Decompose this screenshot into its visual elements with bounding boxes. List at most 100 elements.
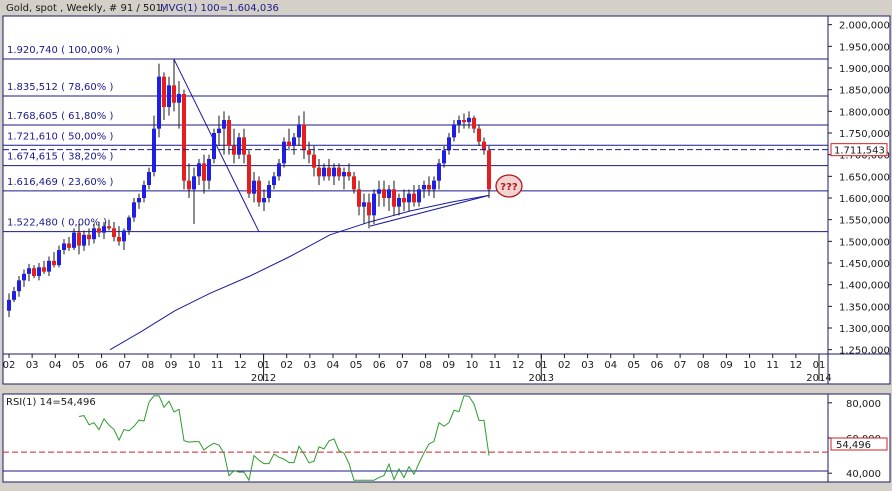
candle-body (287, 141, 291, 146)
candle-body (197, 163, 201, 177)
candle-body (37, 267, 41, 276)
candle-body (277, 163, 281, 177)
time-tick-label: 12 (234, 360, 247, 371)
time-tick-label: 03 (26, 360, 39, 371)
price-tick-label: 1.250,000 (839, 346, 890, 357)
time-tick-label: 07 (118, 360, 131, 371)
candle-body (182, 94, 186, 181)
rsi-value-label: 54,496 (836, 440, 871, 451)
time-tick-label: 05 (72, 360, 85, 371)
candle-body (457, 120, 461, 125)
candle-body (267, 185, 271, 198)
rsi-tick-label: 80,000 (846, 399, 881, 410)
candle-body (402, 198, 406, 203)
time-tick-label: 09 (442, 360, 455, 371)
price-tick-label: 2.000,000 (839, 21, 890, 32)
candle-body (137, 198, 141, 203)
candle-body (262, 198, 266, 203)
price-tick-label: 1.350,000 (839, 302, 890, 313)
instrument-title: Gold, spot , Weekly, # 91 / 501, (6, 3, 165, 14)
time-tick-label: 04 (327, 360, 340, 371)
candle-body (362, 202, 366, 207)
candle-body (142, 185, 146, 198)
price-tick-label: 1.900,000 (839, 64, 890, 75)
price-tick-label: 1.300,000 (839, 324, 890, 335)
candle-body (107, 226, 111, 229)
candle-body (52, 260, 56, 266)
candle-body (382, 189, 386, 198)
candle-body (487, 150, 491, 190)
price-tick-label: 1.800,000 (839, 107, 890, 118)
time-tick-label: 08 (141, 360, 154, 371)
candle-body (207, 159, 211, 181)
candle-body (102, 226, 106, 233)
rsi-plot-area[interactable] (2, 393, 829, 483)
candle-body (347, 172, 351, 177)
question-marker[interactable] (495, 174, 523, 198)
candle-body (427, 185, 431, 190)
candle-body (47, 260, 51, 272)
candle-body (112, 228, 116, 237)
candle-body (462, 120, 466, 123)
time-tick-label: 09 (165, 360, 178, 371)
candle-body (307, 150, 311, 155)
price-tick-label: 1.850,000 (839, 86, 890, 97)
rsi-line (78, 395, 490, 482)
candle-body (442, 150, 446, 164)
candle-body (222, 120, 226, 129)
candle-body (372, 193, 376, 216)
candle-body (77, 232, 81, 246)
candle-body (302, 124, 306, 151)
time-tick-label: 08 (697, 360, 710, 371)
candle-body (127, 217, 131, 231)
rsi-title: RSI(1) 14=54,496 (6, 397, 96, 408)
price-tick-label: 1.700,000 (839, 151, 890, 162)
fib-level-label: 1.721,610 ( 50,00% ) (7, 131, 113, 142)
candle-body (312, 154, 316, 168)
candle-body (167, 85, 171, 107)
trend-line (173, 59, 260, 233)
fib-level-label: 1.835,512 ( 78,60% ) (7, 82, 113, 93)
candle-body (297, 124, 301, 138)
time-tick-label: 02 (3, 360, 16, 371)
candle-body (82, 234, 86, 246)
candle-body (432, 180, 436, 190)
trend-lines (173, 59, 490, 233)
candle-body (337, 167, 341, 177)
candle-body (172, 85, 176, 103)
axis-corner (827, 353, 891, 385)
candle-body (447, 137, 451, 151)
time-axis[interactable] (2, 353, 829, 385)
candle-body (322, 167, 326, 177)
time-tick-label: 08 (419, 360, 432, 371)
candle-body (62, 243, 66, 250)
candle-body (252, 180, 256, 194)
candle-body (12, 291, 16, 300)
price-tick-label: 1.550,000 (839, 216, 890, 227)
price-tick-label: 1.650,000 (839, 172, 890, 183)
candle-body (162, 76, 166, 107)
candle-body (417, 189, 421, 203)
candle-body (67, 243, 71, 248)
candle-body (192, 176, 196, 190)
indicator-title: MVG(1) 100=1.604,036 (160, 3, 279, 14)
price-axis[interactable] (827, 15, 891, 355)
candle-body (157, 76, 161, 129)
moving-average-line (109, 194, 490, 351)
candle-body (407, 193, 411, 203)
candle-body (177, 94, 181, 103)
main-plot-area[interactable] (2, 15, 829, 355)
time-tick-label: 10 (465, 360, 478, 371)
fib-level-label: 1.768,605 ( 61,80% ) (7, 111, 113, 122)
candles (7, 59, 491, 318)
fib-level-label: 1.674,615 ( 38,20% ) (7, 152, 113, 163)
time-tick-label: 04 (604, 360, 617, 371)
time-tick-label: 05 (627, 360, 640, 371)
time-tick-label: 12 (512, 360, 525, 371)
time-tick-label: 11 (766, 360, 779, 371)
candle-body (422, 185, 426, 190)
candle-body (327, 167, 331, 177)
candle-body (367, 202, 371, 216)
